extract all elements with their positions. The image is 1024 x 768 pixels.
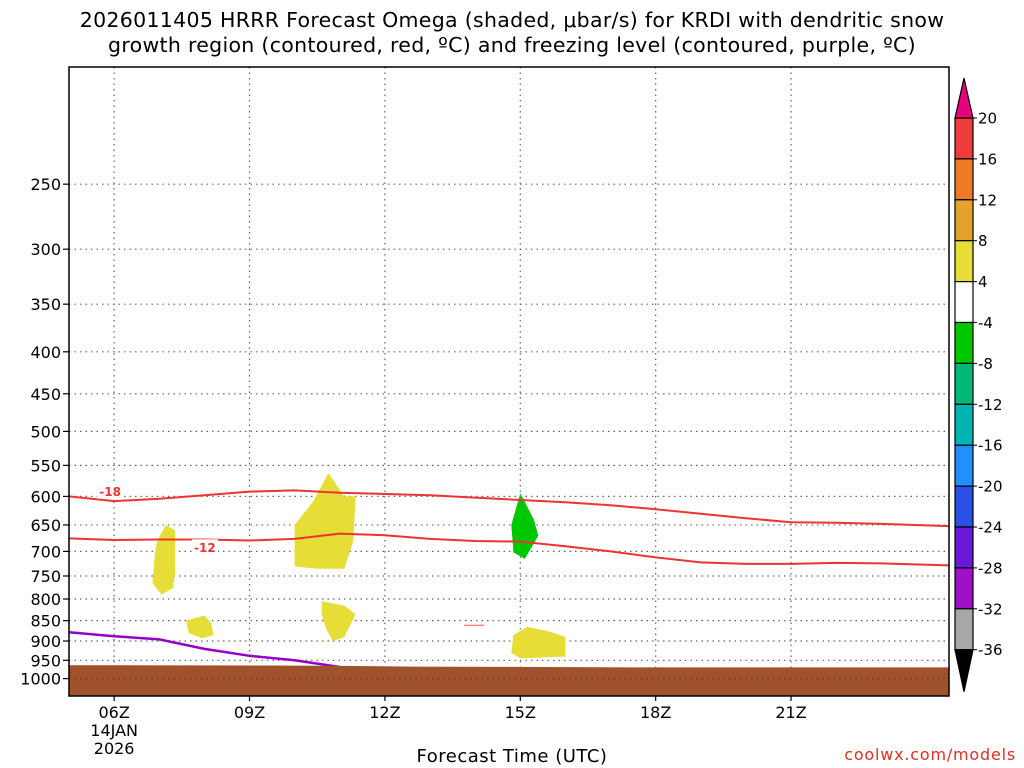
colorbar-segment-20-to-16 xyxy=(954,117,974,160)
colorbar-segment--12-to--16 xyxy=(954,403,974,446)
colorbar-segment--4-to--8 xyxy=(954,321,974,365)
omega-area-0-2 xyxy=(294,473,356,569)
colorbar-segment--32-to--36 xyxy=(954,608,974,651)
y-tick-label-450: 450 xyxy=(30,385,61,404)
y-tick-label-650: 650 xyxy=(30,516,61,535)
colorbar-segment-4-to--4 xyxy=(954,281,974,324)
colorbar-label-8: 8 xyxy=(978,232,988,250)
plot-area-layer: -18 -12 xyxy=(69,67,949,696)
colorbar: 20 16 12 8 4 -4 -8 -12 -16 -20 -24 -28 -32 -36 xyxy=(954,77,1003,692)
omega-area-0-4 xyxy=(511,626,566,659)
colorbar-label--16: -16 xyxy=(978,437,1003,455)
colorbar-label--28: -28 xyxy=(978,559,1003,577)
contour-label--12: -12 xyxy=(194,541,216,555)
y-tick-label-950: 950 xyxy=(30,651,61,670)
x-tick-label-09Z: 09Z xyxy=(234,703,265,722)
colorbar-label-20: 20 xyxy=(978,110,997,128)
colorbar-bottom-arrow xyxy=(954,649,974,692)
colorbar-segment--20-to--24 xyxy=(954,485,974,528)
colorbar-segment-16-to-12 xyxy=(954,158,974,201)
y-tick-label-750: 750 xyxy=(30,567,61,586)
colorbar-label-4: 4 xyxy=(978,273,988,291)
site-credit: coolwx.com/models xyxy=(844,745,1016,764)
colorbar-segment--16-to--20 xyxy=(954,444,974,487)
colorbar-label--24: -24 xyxy=(978,519,1003,537)
colorbar-label--32: -32 xyxy=(978,600,1003,618)
colorbar-label--8: -8 xyxy=(978,355,993,373)
x-axis-title: Forecast Time (UTC) xyxy=(416,746,608,767)
omega-area-0-1 xyxy=(186,615,214,639)
y-tick-label-500: 500 xyxy=(30,422,61,441)
y-tick-label-350: 350 xyxy=(30,295,61,314)
x-tick-label-15Z: 15Z xyxy=(505,703,536,722)
x-tick-label-06Z: 06Z xyxy=(98,703,129,722)
y-tick-label-800: 800 xyxy=(30,590,61,609)
y-tick-label-850: 850 xyxy=(30,612,61,631)
colorbar-label--36: -36 xyxy=(978,641,1003,659)
y-tick-label-250: 250 xyxy=(30,175,61,194)
x-tick-sublabel-14JAN: 14JAN xyxy=(90,721,138,740)
y-tick-label-1000: 1000 xyxy=(20,670,61,689)
axes-layer: 2503003504004505005506006507007508008509… xyxy=(20,175,806,758)
colorbar-label--4: -4 xyxy=(978,314,993,332)
x-tick-label-21Z: 21Z xyxy=(775,703,806,722)
colorbar-label-12: 12 xyxy=(978,191,997,209)
y-tick-label-900: 900 xyxy=(30,632,61,651)
chart-title-line-1: 2026011405 HRRR Forecast Omega (shaded, … xyxy=(79,8,945,32)
omega-area-0-3 xyxy=(321,601,356,641)
omega-area-1-0 xyxy=(511,493,539,559)
omega-area-2-0 xyxy=(463,624,485,626)
dgz-contour--18 xyxy=(69,489,949,528)
colorbar-segment--8-to--12 xyxy=(954,362,974,405)
terrain-ground xyxy=(69,665,949,696)
colorbar-label--20: -20 xyxy=(978,478,1003,496)
y-tick-label-700: 700 xyxy=(30,542,61,561)
colorbar-top-arrow xyxy=(954,77,974,119)
colorbar-label--12: -12 xyxy=(978,396,1003,414)
y-tick-label-300: 300 xyxy=(30,240,61,259)
colorbar-label-16: 16 xyxy=(978,150,997,168)
colorbar-segment--28-to--32 xyxy=(954,567,974,610)
freezing-level-contour xyxy=(69,630,340,669)
contour-label-bg--18 xyxy=(97,483,124,499)
chart-title-line-2: growth region (contoured, red, ºC) and f… xyxy=(108,33,916,57)
x-tick-sublabel-2026: 2026 xyxy=(94,739,135,758)
y-tick-label-600: 600 xyxy=(30,487,61,506)
colorbar-segment-8-to-4 xyxy=(954,240,974,283)
plot-frame xyxy=(68,66,950,697)
colorbar-segment-12-to-8 xyxy=(954,199,974,242)
x-tick-label-18Z: 18Z xyxy=(640,703,671,722)
contour-label-bg--12 xyxy=(191,539,218,555)
omega-area-0-0 xyxy=(152,525,176,595)
y-tick-label-400: 400 xyxy=(30,343,61,362)
x-tick-label-12Z: 12Z xyxy=(369,703,400,722)
contour-label--18: -18 xyxy=(99,485,121,499)
y-tick-label-550: 550 xyxy=(30,456,61,475)
colorbar-segment--24-to--28 xyxy=(954,526,974,569)
